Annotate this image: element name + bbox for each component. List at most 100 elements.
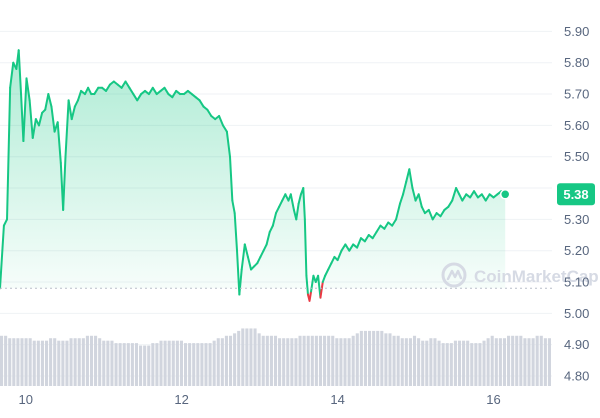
x-axis: 10 12 14 16 xyxy=(18,392,500,407)
volume-bar xyxy=(69,338,73,386)
price-line-segment xyxy=(303,218,308,277)
volume-bar xyxy=(515,335,519,386)
volume-bar xyxy=(53,338,57,386)
volume-bar xyxy=(462,340,466,386)
y-tick-label: 5.70 xyxy=(564,87,589,102)
price-line-segment xyxy=(221,124,228,133)
x-tick-label: 16 xyxy=(486,392,500,407)
price-line-segment xyxy=(461,193,468,202)
volume-bar xyxy=(351,335,355,386)
price-line-segment xyxy=(47,93,53,108)
volume-bar xyxy=(139,345,143,386)
volume-bar xyxy=(40,340,44,386)
volume-bar xyxy=(486,338,490,386)
volume-bar xyxy=(204,343,208,386)
volume-bar xyxy=(106,340,110,386)
price-line-segment xyxy=(402,180,408,196)
volume-bar xyxy=(200,343,204,386)
volume-bar xyxy=(339,338,343,386)
price-line-segment xyxy=(147,86,154,96)
price-line-segment xyxy=(124,80,131,89)
price-line-segment xyxy=(50,105,56,133)
volume-bar xyxy=(241,328,245,386)
volume-bar xyxy=(224,335,228,386)
volume-bar xyxy=(61,340,65,386)
volume-bar xyxy=(253,328,257,386)
price-line-segment xyxy=(302,187,306,221)
volume-bar xyxy=(73,338,77,386)
price-line-segment xyxy=(375,224,382,233)
x-tick-label: 12 xyxy=(174,392,188,407)
volume-bar xyxy=(482,340,486,386)
volume-bar xyxy=(28,338,32,386)
price-line-segment xyxy=(327,262,333,271)
volume-bar xyxy=(102,340,106,386)
volume-bar xyxy=(327,335,331,386)
price-line-segment xyxy=(383,221,390,230)
price-line-segment xyxy=(447,199,454,208)
price-line-segment xyxy=(391,218,398,227)
volume-bar xyxy=(498,338,502,386)
price-line-segment xyxy=(336,249,343,262)
volume-bar xyxy=(417,338,421,386)
volume-bar xyxy=(257,333,261,386)
coinmarketcap-logo-icon xyxy=(441,262,467,288)
price-area xyxy=(0,50,506,301)
price-line-segment xyxy=(408,168,414,190)
volume-bar xyxy=(20,338,24,386)
volume-bar xyxy=(171,340,175,386)
volume-bar xyxy=(126,343,130,386)
volume-bar xyxy=(502,338,507,386)
price-line-segment xyxy=(330,255,336,265)
y-tick-label: 5.20 xyxy=(564,243,589,258)
volume-bar xyxy=(294,338,298,386)
volume-bar xyxy=(233,333,237,386)
price-line-segment xyxy=(132,93,139,102)
price-line-segment xyxy=(420,205,426,215)
price-line-segment xyxy=(37,111,44,127)
price-line-segment xyxy=(319,281,324,299)
volume-bar xyxy=(523,338,527,386)
price-line-segment xyxy=(236,249,241,296)
volume-bar xyxy=(278,338,282,386)
price-line-segment xyxy=(231,199,236,215)
volume-bar xyxy=(425,340,429,386)
volume-bar xyxy=(265,335,269,386)
volume-bar xyxy=(335,338,339,386)
volume-bar xyxy=(98,338,102,386)
volume-bar xyxy=(57,340,61,386)
price-line-segment xyxy=(469,190,476,199)
volume-bar xyxy=(151,343,155,386)
volume-bar xyxy=(421,340,425,386)
volume-bar xyxy=(32,340,36,386)
volume-bar xyxy=(490,335,494,386)
volume-bar xyxy=(494,338,498,386)
price-line-segment xyxy=(67,99,73,121)
volume-bar xyxy=(306,335,310,386)
volume-bar xyxy=(539,335,543,386)
price-line-segment xyxy=(439,208,446,218)
price-line-segment xyxy=(120,80,127,89)
volume-bar xyxy=(355,333,359,386)
volume-bar xyxy=(196,343,200,386)
price-line-segment xyxy=(225,130,231,158)
price-line-segment xyxy=(265,230,271,246)
volume-bar xyxy=(4,335,8,386)
volume-bar xyxy=(245,328,249,386)
price-line-segment xyxy=(70,105,76,121)
price-line-segment xyxy=(62,155,67,211)
volume-bar xyxy=(175,340,179,386)
volume-bar xyxy=(474,343,478,386)
price-line-segment xyxy=(395,202,401,221)
volume-bar xyxy=(400,338,404,386)
price-line-segment xyxy=(76,89,83,102)
x-tick-label: 14 xyxy=(330,392,344,407)
current-price-marker[interactable]: 5.38 xyxy=(499,183,595,206)
price-line-segment xyxy=(259,249,265,258)
volume-bar xyxy=(228,335,233,386)
y-tick-label: 5.90 xyxy=(564,24,589,39)
y-tick-label: 4.90 xyxy=(564,337,589,352)
volume-bar xyxy=(147,345,151,386)
